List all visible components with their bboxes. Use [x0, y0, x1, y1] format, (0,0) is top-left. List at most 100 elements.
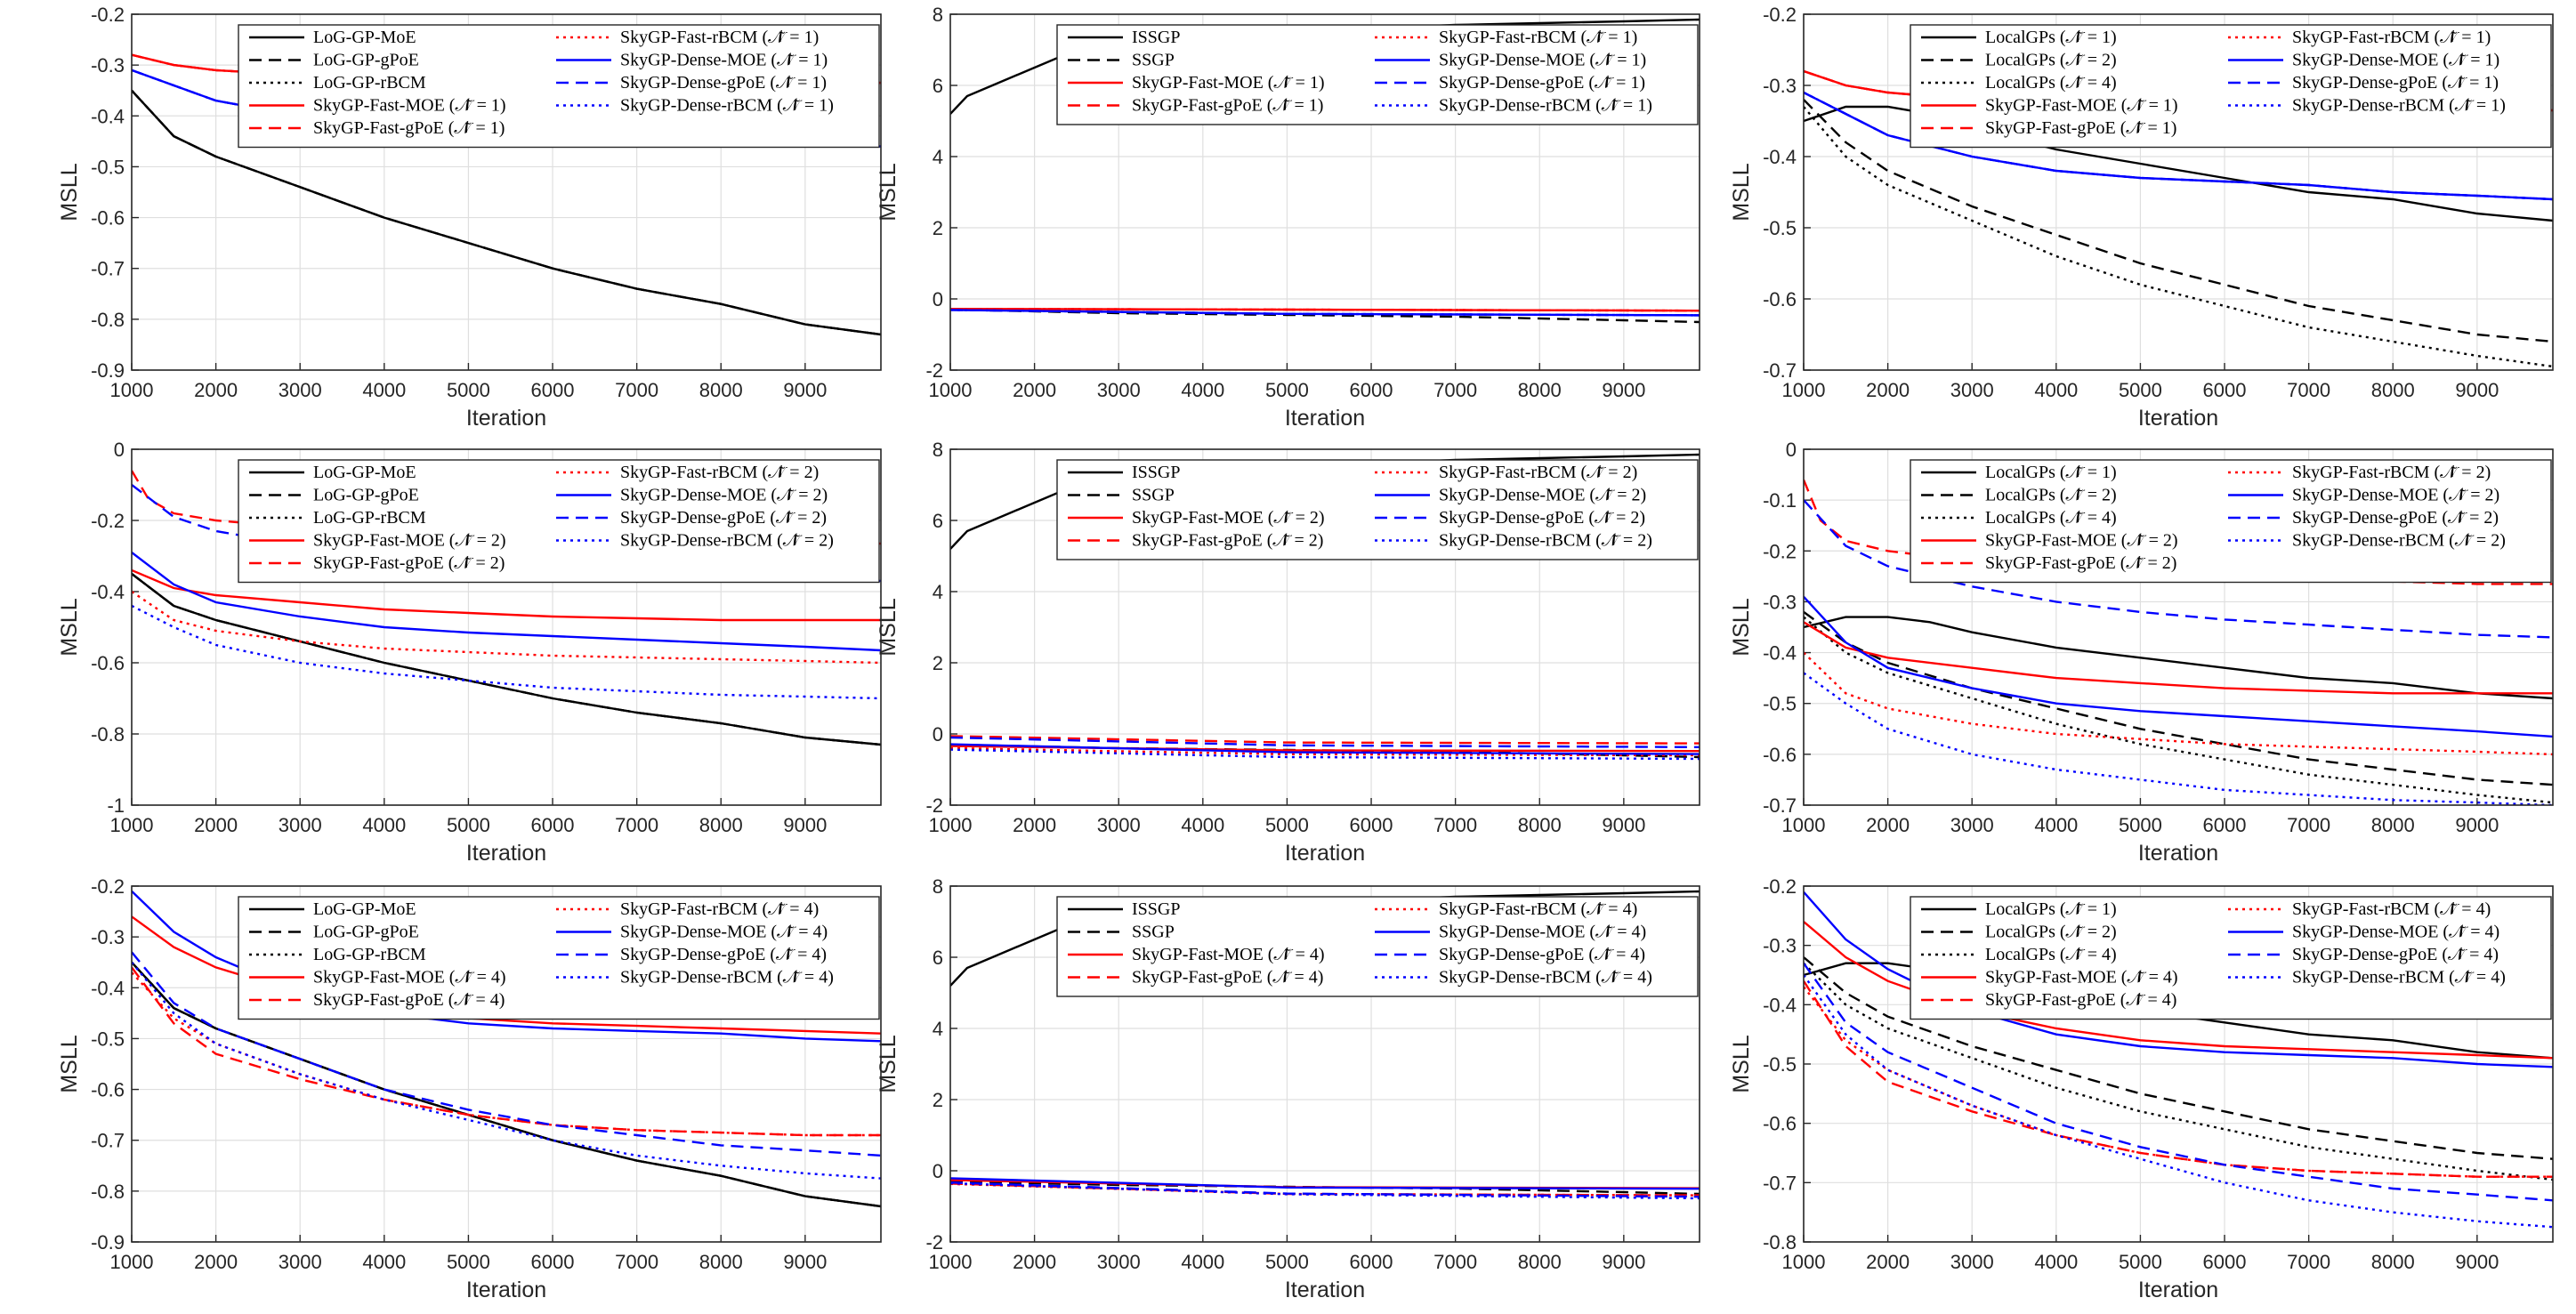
- x-tick-label: 8000: [699, 379, 743, 401]
- y-tick-label: -0.7: [91, 1130, 125, 1152]
- x-tick-label: 6000: [1350, 1251, 1393, 1273]
- x-tick-label: 7000: [1433, 1251, 1477, 1273]
- x-tick-label: 4000: [2034, 814, 2078, 836]
- legend-entry: LocalGPs (𝒩̃ = 1): [1985, 463, 2117, 482]
- x-axis-label: Iteration: [466, 841, 546, 866]
- legend-entry: LoG-GP-MoE: [313, 899, 416, 919]
- legend-entry: SSGP: [1132, 923, 1175, 942]
- x-tick-label: 4000: [1181, 379, 1224, 401]
- x-tick-label: 6000: [531, 1251, 575, 1273]
- x-tick-label: 7000: [2287, 379, 2330, 401]
- y-tick-label: -1: [107, 794, 125, 817]
- subplot-r1c1: 1000 2000 3000 4000 5000 6000 7000 8000 9000 -2 0 2…: [876, 439, 1700, 866]
- x-tick-label: 6000: [2203, 814, 2247, 836]
- series-line: [132, 89, 881, 336]
- x-tick-label: 6000: [1350, 814, 1393, 836]
- x-tick-label: 5000: [447, 1251, 490, 1273]
- series-line: [950, 748, 1700, 761]
- legend-box: [238, 896, 880, 1020]
- x-tick-label: 3000: [279, 379, 322, 401]
- legend-entry: SkyGP-Dense-rBCM (𝒩̃ = 1): [2292, 96, 2506, 116]
- legend-entry: SkyGP-Fast-rBCM (𝒩̃ = 1): [1439, 28, 1637, 47]
- legend-entry: SkyGP-Dense-MOE (𝒩̃ = 4): [620, 923, 828, 942]
- y-tick-label: -0.5: [1763, 217, 1797, 239]
- x-tick-label: 9000: [1602, 1251, 1645, 1273]
- series-line: [132, 961, 881, 1208]
- x-axis-label: Iteration: [2138, 406, 2218, 431]
- y-tick-label: -0.4: [91, 977, 125, 999]
- x-tick-label: 2000: [1013, 1251, 1056, 1273]
- y-tick-label: -0.5: [91, 156, 125, 178]
- y-tick-label: -0.8: [91, 309, 125, 331]
- y-tick-label: 8: [933, 4, 943, 26]
- legend-entry: SkyGP-Dense-gPoE (𝒩̃ = 2): [2292, 508, 2499, 528]
- x-tick-label: 2000: [1013, 814, 1056, 836]
- legend-entry: SkyGP-Dense-gPoE (𝒩̃ = 4): [1439, 945, 1645, 964]
- legend-entry: SkyGP-Dense-MOE (𝒩̃ = 4): [2292, 923, 2499, 942]
- legend: LoG-GP-MoE LoG-GP-gPoE LoG-GP-rBCM SkyGP-Fa…: [238, 459, 880, 584]
- x-tick-label: 6000: [531, 379, 575, 401]
- x-tick-label: 5000: [447, 379, 490, 401]
- legend-entry: SkyGP-Fast-MOE (𝒩̃ = 1): [313, 96, 506, 116]
- legend-entry: LoG-GP-MoE: [313, 28, 416, 47]
- series-line: [1804, 616, 2553, 700]
- y-tick-label: 2: [933, 217, 943, 239]
- subplot-r2c2: 1000 2000 3000 4000 5000 6000 7000 8000 9000 -0.8…: [1729, 875, 2554, 1302]
- x-tick-label: 3000: [1097, 379, 1141, 401]
- legend-entry: SkyGP-Fast-MOE (𝒩̃ = 4): [313, 968, 506, 988]
- y-axis-label: MSLL: [876, 1035, 900, 1092]
- x-tick-label: 4000: [2034, 1251, 2078, 1273]
- y-tick-label: 0: [933, 1160, 943, 1182]
- series-line: [132, 89, 881, 336]
- legend-entry: LoG-GP-gPoE: [313, 51, 419, 70]
- y-tick-label: -0.2: [91, 4, 125, 26]
- legend-entry: SkyGP-Fast-rBCM (𝒩̃ = 2): [2292, 463, 2491, 482]
- x-tick-label: 7000: [615, 814, 658, 836]
- legend-entry: SkyGP-Fast-rBCM (𝒩̃ = 2): [1439, 463, 1637, 482]
- x-tick-label: 1000: [929, 814, 973, 836]
- x-tick-label: 8000: [1518, 1251, 1562, 1273]
- legend-entry: SkyGP-Dense-MOE (𝒩̃ = 1): [2292, 51, 2499, 70]
- legend-entry: SkyGP-Dense-rBCM (𝒩̃ = 2): [620, 531, 834, 551]
- legend-box: [1056, 24, 1699, 125]
- x-tick-label: 5000: [2119, 814, 2162, 836]
- x-tick-label: 2000: [1866, 1251, 1910, 1273]
- y-tick-label: -0.2: [1763, 540, 1797, 562]
- x-tick-label: 5000: [2119, 1251, 2162, 1273]
- series-line: [1804, 91, 2553, 201]
- x-tick-label: 5000: [2119, 379, 2162, 401]
- series-line: [950, 743, 1700, 755]
- legend-entry: SkyGP-Dense-gPoE (𝒩̃ = 1): [2292, 73, 2499, 93]
- y-tick-label: 0: [1786, 439, 1797, 461]
- x-tick-label: 2000: [1866, 814, 1910, 836]
- legend: LoG-GP-MoE LoG-GP-gPoE LoG-GP-rBCM SkyGP-Fa…: [238, 896, 880, 1020]
- x-tick-label: 1000: [110, 379, 154, 401]
- x-tick-label: 8000: [2371, 1251, 2415, 1273]
- x-tick-label: 8000: [699, 814, 743, 836]
- axes-box: [949, 885, 1700, 1243]
- x-tick-label: 7000: [615, 1251, 658, 1273]
- y-tick-label: -0.7: [1763, 1172, 1797, 1194]
- x-tick-label: 9000: [783, 1251, 827, 1273]
- x-tick-label: 7000: [2287, 1251, 2330, 1273]
- legend-entry: SkyGP-Dense-rBCM (𝒩̃ = 4): [2292, 968, 2506, 988]
- legend-entry: SkyGP-Fast-MOE (𝒩̃ = 4): [1132, 945, 1325, 964]
- y-tick-label: -0.3: [1763, 935, 1797, 957]
- x-tick-label: 6000: [2203, 379, 2247, 401]
- legend-entry: SkyGP-Dense-MOE (𝒩̃ = 2): [620, 486, 828, 505]
- x-axis-label: Iteration: [1285, 1278, 1365, 1302]
- x-tick-label: 9000: [1602, 379, 1645, 401]
- legend: LoG-GP-MoE LoG-GP-gPoE LoG-GP-rBCM SkyGP-Fa…: [238, 24, 880, 149]
- series-line: [132, 53, 881, 85]
- y-tick-label: -0.8: [91, 723, 125, 746]
- y-tick-label: -0.6: [91, 1079, 125, 1101]
- legend-entry: SkyGP-Dense-gPoE (𝒩̃ = 2): [620, 508, 827, 528]
- legend-box: [1910, 459, 2552, 584]
- y-tick-label: -0.7: [1763, 359, 1797, 382]
- subplot-r1c0: 1000 2000 3000 4000 5000 6000 7000 8000 9000 -1 -0…: [57, 439, 882, 866]
- x-tick-label: 4000: [1181, 1251, 1224, 1273]
- series-line: [1804, 921, 2553, 1060]
- x-tick-label: 9000: [2455, 814, 2499, 836]
- x-tick-label: 3000: [1950, 379, 1994, 401]
- y-tick-label: 4: [933, 1018, 943, 1040]
